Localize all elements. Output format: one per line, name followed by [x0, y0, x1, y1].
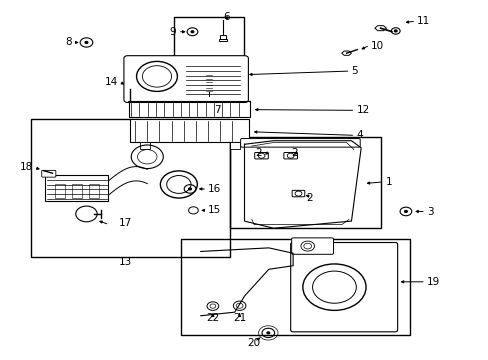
Polygon shape	[341, 51, 351, 55]
Bar	[140, 143, 149, 149]
Text: 16: 16	[207, 184, 221, 194]
Bar	[128, 102, 250, 117]
FancyBboxPatch shape	[240, 139, 360, 147]
Text: 2: 2	[305, 193, 312, 203]
Text: 1: 1	[385, 177, 391, 187]
FancyBboxPatch shape	[291, 190, 304, 197]
Text: 8: 8	[65, 37, 72, 48]
Text: 7: 7	[214, 105, 221, 115]
FancyBboxPatch shape	[290, 243, 397, 332]
Bar	[174, 18, 244, 103]
Text: 19: 19	[426, 277, 439, 287]
Circle shape	[85, 41, 88, 44]
Text: 15: 15	[207, 205, 221, 215]
Bar	[55, 184, 64, 198]
Text: 13: 13	[119, 257, 132, 267]
Bar	[219, 35, 225, 39]
Circle shape	[393, 30, 396, 32]
Bar	[181, 239, 409, 336]
Text: 4: 4	[356, 130, 362, 140]
FancyBboxPatch shape	[123, 56, 248, 103]
Bar	[229, 137, 380, 228]
Text: 22: 22	[206, 312, 219, 323]
Bar	[130, 119, 249, 143]
Text: 21: 21	[233, 312, 246, 323]
Text: 3: 3	[426, 207, 432, 217]
Bar	[205, 73, 212, 93]
FancyBboxPatch shape	[284, 153, 297, 159]
Bar	[45, 175, 108, 202]
Bar	[229, 143, 239, 149]
Text: 18: 18	[20, 162, 33, 172]
Text: 5: 5	[351, 66, 357, 76]
Text: 11: 11	[416, 16, 429, 26]
FancyBboxPatch shape	[41, 170, 56, 177]
Bar	[126, 84, 132, 89]
Text: 12: 12	[356, 105, 369, 115]
FancyBboxPatch shape	[254, 153, 268, 159]
Circle shape	[188, 188, 191, 190]
Bar	[89, 184, 99, 198]
FancyBboxPatch shape	[291, 238, 333, 254]
Text: 17: 17	[119, 218, 132, 228]
Circle shape	[191, 31, 194, 33]
Text: 9: 9	[169, 27, 176, 37]
Bar	[72, 184, 81, 198]
Bar	[202, 68, 215, 73]
Text: 2: 2	[254, 148, 261, 158]
Text: 20: 20	[247, 338, 260, 347]
Bar	[30, 119, 229, 257]
Circle shape	[266, 332, 269, 334]
Text: 10: 10	[370, 41, 383, 51]
Text: 14: 14	[104, 77, 118, 87]
Text: 6: 6	[223, 13, 229, 22]
Circle shape	[404, 210, 407, 212]
Bar	[218, 39, 226, 41]
Polygon shape	[374, 26, 386, 31]
Text: 2: 2	[291, 148, 297, 158]
